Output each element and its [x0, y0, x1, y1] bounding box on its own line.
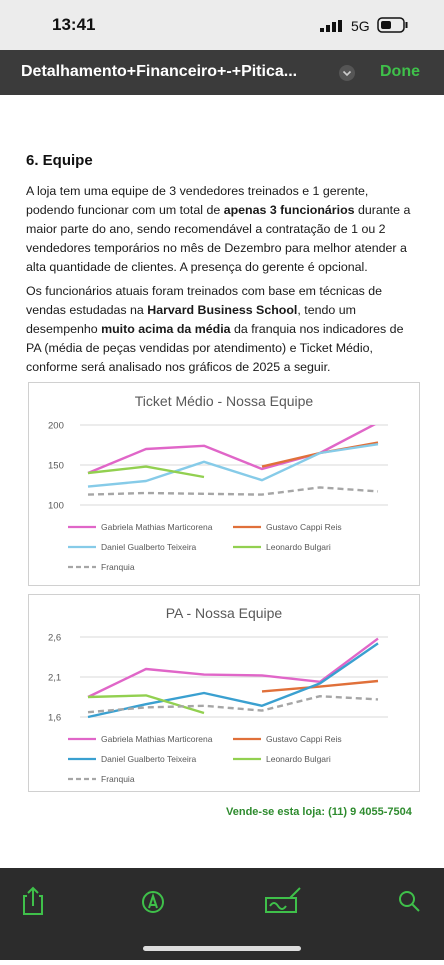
legend-label: Daniel Gualberto Teixeira [101, 754, 197, 764]
y-tick-label: 100 [48, 501, 64, 512]
bold-text: apenas 3 funcionários [223, 203, 355, 217]
series-line [87, 694, 205, 715]
legend-label: Gustavo Cappi Reis [266, 734, 342, 744]
chart: Ticket Médio - Nossa Equipe 100 150 200 Gabr… [28, 382, 420, 586]
sign-button[interactable] [265, 887, 301, 913]
footer-note: Vende-se esta loja: (11) 9 4055-7504 [226, 806, 412, 818]
text-run: da franquia nos indicadores de PA (média… [26, 322, 404, 374]
chart-frame [28, 382, 420, 586]
series-line [87, 642, 379, 719]
legend-label: Gabriela Mathias Marticorena [101, 522, 213, 532]
chart-title: Ticket Médio - Nossa Equipe [135, 393, 314, 409]
chart-frame [28, 594, 420, 792]
series-line [87, 637, 379, 699]
title-menu[interactable] [338, 64, 356, 82]
series-line [87, 465, 205, 479]
paragraph: A loja tem uma equipe de 3 vendedores tr… [26, 182, 420, 277]
share-button[interactable] [23, 886, 43, 915]
paragraph: Os funcionários atuais foram treinados c… [26, 282, 420, 377]
y-tick-label: 2,1 [48, 673, 61, 684]
section-heading: 6. Equipe [26, 152, 93, 169]
network: 5G [351, 18, 370, 34]
bold-text: Harvard Business School [147, 303, 298, 317]
series-line [87, 695, 379, 714]
text-run: , tendo um desempenho [26, 303, 356, 336]
document-title: Detalhamento+Financeiro+-+Pitica... [21, 63, 298, 80]
legend-label: Leonardo Bulgari [266, 754, 331, 764]
toolbar [0, 868, 444, 960]
bold-text: muito acima da média [101, 322, 231, 336]
text-run: A loja tem uma equipe de 3 vendedores tr… [26, 184, 369, 217]
series-line [87, 425, 377, 475]
text-run: durante a maior parte do ano, sendo reco… [26, 203, 411, 274]
signal-icon [320, 20, 342, 32]
status-bar: 13:41 5G [0, 0, 444, 50]
y-tick-label: 200 [48, 421, 64, 432]
y-tick-label: 1,6 [48, 713, 61, 724]
chart: PA - Nossa Equipe 1,6 2,1 2,6 Gabriela Mathi… [28, 594, 420, 792]
legend-label: Gustavo Cappi Reis [266, 522, 342, 532]
legend-label: Franquia [101, 562, 135, 572]
legend-label: Franquia [101, 774, 135, 784]
legend-label: Gabriela Mathias Marticorena [101, 734, 213, 744]
y-tick-label: 2,6 [48, 633, 61, 644]
chart-title: PA - Nossa Equipe [166, 605, 283, 621]
nav-bar: Detalhamento+Financeiro+-+Pitica... Done [0, 50, 444, 95]
toolbar-icons [23, 886, 420, 951]
battery-icon [377, 17, 408, 33]
series-line [87, 443, 379, 488]
clock: 13:41 [52, 15, 96, 34]
search-button[interactable] [399, 891, 420, 912]
home-indicator [143, 946, 301, 951]
markup-button[interactable] [142, 891, 164, 913]
done-button[interactable]: Done [380, 63, 420, 80]
series-line [87, 486, 379, 496]
legend-label: Daniel Gualberto Teixeira [101, 542, 197, 552]
y-tick-label: 150 [48, 461, 64, 472]
series-line [261, 679, 379, 693]
legend-label: Leonardo Bulgari [266, 542, 331, 552]
text-run: Os funcionários atuais foram treinados c… [26, 284, 383, 317]
